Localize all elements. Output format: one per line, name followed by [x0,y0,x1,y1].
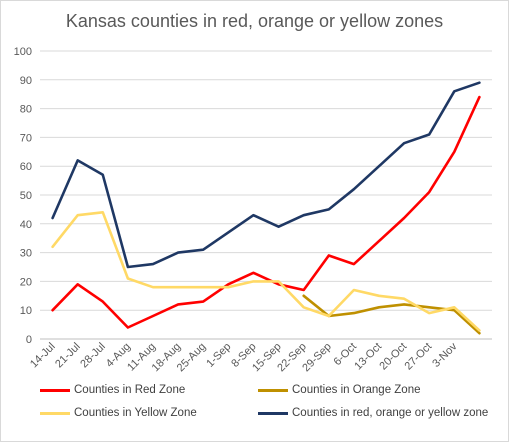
y-tick-label: 60 [20,161,32,173]
y-tick-label: 20 [20,276,32,288]
legend-label: Counties in red, orange or yellow zone [292,407,489,419]
y-tick-label: 0 [26,334,32,346]
legend-swatch [40,388,70,392]
series-line [302,294,481,335]
chart-title: Kansas counties in red, orange or yellow… [65,11,444,31]
x-tick-label: 27-Oct [403,341,435,373]
y-tick-label: 50 [20,190,32,202]
series-lines [51,81,481,335]
x-tick-label: 13-Oct [352,341,384,373]
x-tick-label: 29-Sep [300,341,334,375]
legend-item: Counties in Orange Zone [258,384,421,396]
x-tick-label: 28-Jul [78,341,108,371]
y-tick-label: 80 [20,104,32,116]
x-axis-ticks: 14-Jul21-Jul28-Jul4-Aug11-Aug18-Aug25-Au… [28,340,460,374]
x-tick-label: 20-Oct [377,341,409,373]
y-axis-ticks: 0 10 20 30 40 50 60 70 80 90 100 [14,46,32,346]
y-tick-label: 40 [20,219,32,231]
y-tick-label: 30 [20,248,32,260]
legend-swatch [40,411,70,415]
x-tick-label: 25-Aug [175,341,209,375]
legend-swatch [258,388,288,392]
legend-swatch [258,411,288,415]
series-line [51,211,481,332]
y-tick-label: 70 [20,132,32,144]
legend-item: Counties in Red Zone [40,384,185,396]
series-line [51,95,481,329]
legend-label: Counties in Orange Zone [292,384,421,396]
y-tick-label: 90 [20,75,32,87]
series-line [51,81,481,269]
x-tick-label: 3-Nov [430,340,460,370]
y-tick-label: 100 [14,46,32,58]
legend-item: Counties in red, orange or yellow zone [258,407,488,419]
legend-label: Counties in Yellow Zone [74,407,197,419]
legend-label: Counties in Red Zone [74,384,186,396]
x-tick-label: 21-Jul [53,341,83,371]
x-tick-label: 1-Sep [204,341,233,370]
y-tick-label: 10 [20,305,32,317]
x-tick-label: 14-Jul [28,341,58,371]
legend-item: Counties in Yellow Zone [40,407,197,419]
